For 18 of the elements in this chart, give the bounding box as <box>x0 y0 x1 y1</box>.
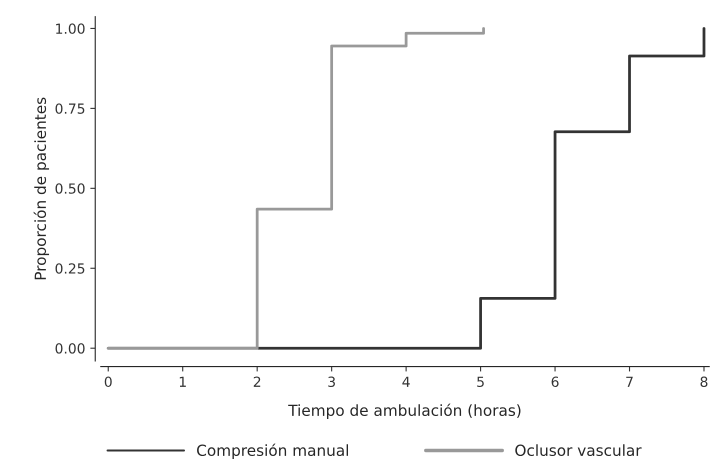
legend-label: Compresión manual <box>197 444 348 460</box>
y-tick-label: 0.25 <box>56 263 84 274</box>
x-tick-label: 4 <box>402 376 410 387</box>
x-tick-label: 6 <box>552 376 559 388</box>
y-tick-label: 0.75 <box>56 103 84 114</box>
x-tick-label: 1 <box>180 376 186 387</box>
y-axis-title: Proporción de pacientes <box>34 98 50 280</box>
x-tick-label: 2 <box>254 376 260 387</box>
x-tick-label: 7 <box>626 376 633 387</box>
x-tick-label: 5 <box>477 376 484 388</box>
y-tick-label: 0.00 <box>56 343 85 354</box>
x-tick-label: 3 <box>328 376 335 388</box>
y-tick-label: 0.50 <box>56 183 85 194</box>
y-tick-label: 1.00 <box>56 23 85 34</box>
x-tick-label: 0 <box>104 376 112 388</box>
legend-label: Oclusor vascular <box>515 444 642 456</box>
x-axis-title: Tiempo de ambulación (horas) <box>288 404 520 420</box>
x-tick-label: 8 <box>700 376 708 388</box>
